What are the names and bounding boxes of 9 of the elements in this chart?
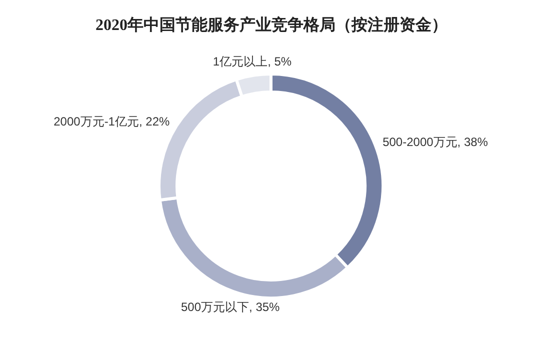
slice-label: 2000万元-1亿元 <box>54 114 139 129</box>
data-label: , 38% <box>457 134 488 149</box>
data-label: , 35% <box>249 300 280 314</box>
data-label: , 22% <box>138 114 170 129</box>
data-label: , 5% <box>268 54 292 68</box>
slice-label: 500万元以下 <box>180 300 250 314</box>
chart-title: 2020年中国节能服务产业竞争格局（按注册资金） <box>96 16 448 34</box>
slice-label: 1亿元以上 <box>212 54 268 68</box>
slice-label: 500-2000万元 <box>382 134 458 149</box>
